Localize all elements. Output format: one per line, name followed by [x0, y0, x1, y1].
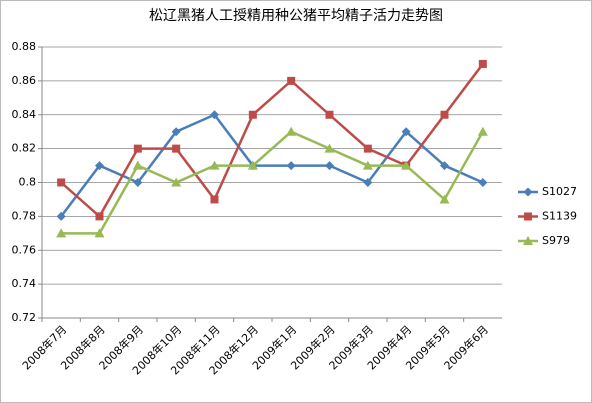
- legend-label: S1139: [542, 210, 577, 223]
- data-point: [210, 195, 219, 204]
- data-point: [132, 160, 143, 170]
- legend-marker: [523, 187, 533, 197]
- data-point: [440, 161, 449, 171]
- data-point: [325, 110, 334, 119]
- data-point: [362, 160, 373, 170]
- data-point: [171, 177, 182, 187]
- legend-label: S1027: [542, 185, 577, 198]
- legend-marker: [524, 212, 532, 221]
- legend-label: S979: [542, 234, 570, 247]
- data-point: [324, 143, 335, 153]
- data-point: [57, 178, 66, 187]
- data-point: [209, 160, 220, 170]
- data-point: [172, 144, 181, 153]
- y-tick-label: 0.84: [12, 108, 37, 121]
- data-point: [363, 178, 373, 187]
- data-point: [171, 127, 181, 137]
- y-tick-label: 0.72: [12, 311, 37, 324]
- data-point: [247, 160, 258, 170]
- data-point: [133, 144, 142, 153]
- y-tick-label: 0.76: [12, 243, 37, 256]
- data-point: [94, 228, 105, 238]
- data-point: [478, 59, 487, 68]
- data-point: [287, 76, 296, 85]
- series-line: [60, 113, 484, 218]
- data-point: [248, 110, 257, 119]
- data-point: [95, 161, 104, 171]
- y-tick-label: 0.74: [12, 277, 37, 290]
- data-point: [286, 126, 297, 136]
- y-tick-label: 0.88: [12, 40, 37, 53]
- data-point: [440, 110, 449, 119]
- data-point: [477, 126, 488, 136]
- data-point: [478, 178, 488, 187]
- series-line: [61, 130, 484, 235]
- y-tick-label: 0.78: [12, 209, 37, 222]
- data-point: [325, 161, 334, 171]
- data-point: [56, 211, 66, 221]
- legend-marker: [523, 236, 533, 245]
- data-point: [210, 110, 219, 120]
- series-line: [60, 63, 484, 219]
- data-point: [133, 178, 143, 187]
- data-point: [56, 228, 67, 238]
- y-tick-label: 0.86: [12, 74, 37, 87]
- data-point: [401, 160, 412, 170]
- data-point: [439, 194, 450, 204]
- y-tick-label: 0.8: [19, 176, 37, 189]
- data-point: [363, 144, 372, 153]
- data-point: [401, 127, 411, 137]
- data-point: [95, 212, 104, 221]
- data-point: [286, 161, 296, 171]
- chart-title: 松辽黑猪人工授精用种公猪平均精子活力走势图: [149, 8, 443, 24]
- y-tick-label: 0.82: [12, 142, 37, 155]
